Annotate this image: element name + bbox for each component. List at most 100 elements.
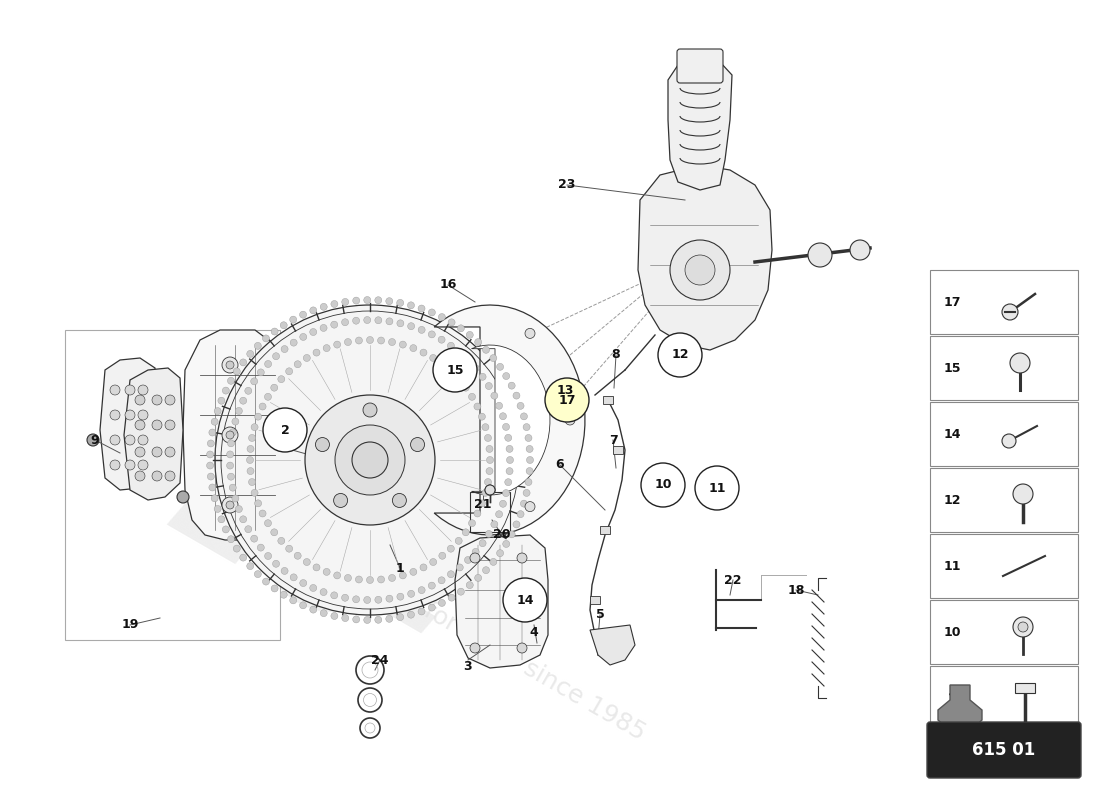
Circle shape: [525, 478, 532, 486]
Circle shape: [480, 374, 486, 380]
Text: 2: 2: [280, 423, 289, 437]
Circle shape: [439, 314, 446, 321]
Circle shape: [399, 341, 406, 348]
Circle shape: [207, 462, 213, 469]
Circle shape: [397, 320, 404, 327]
Circle shape: [299, 602, 307, 609]
Circle shape: [214, 407, 221, 414]
Circle shape: [208, 473, 214, 480]
Circle shape: [226, 431, 234, 439]
Circle shape: [177, 491, 189, 503]
Circle shape: [251, 378, 257, 385]
Circle shape: [455, 376, 462, 382]
Bar: [603, 396, 613, 404]
Circle shape: [271, 529, 277, 536]
Circle shape: [513, 521, 520, 528]
Circle shape: [433, 348, 477, 392]
Circle shape: [375, 297, 382, 304]
Circle shape: [478, 413, 485, 420]
Circle shape: [245, 526, 252, 533]
Circle shape: [491, 521, 498, 528]
Circle shape: [289, 316, 297, 323]
Circle shape: [135, 447, 145, 457]
Circle shape: [222, 526, 229, 533]
Circle shape: [282, 567, 288, 574]
Circle shape: [377, 576, 385, 583]
Circle shape: [448, 342, 454, 350]
Circle shape: [228, 440, 234, 447]
Text: a passion for parts since 1985: a passion for parts since 1985: [310, 535, 650, 745]
Circle shape: [670, 240, 730, 300]
Circle shape: [314, 564, 320, 571]
Circle shape: [485, 485, 495, 495]
Circle shape: [165, 420, 175, 430]
Circle shape: [482, 424, 488, 430]
Circle shape: [483, 566, 490, 574]
Text: 6: 6: [556, 458, 564, 471]
Circle shape: [125, 460, 135, 470]
Circle shape: [299, 334, 307, 341]
Text: 7: 7: [608, 434, 617, 446]
Circle shape: [222, 387, 229, 394]
Circle shape: [331, 613, 338, 619]
Circle shape: [491, 392, 498, 399]
Circle shape: [227, 462, 233, 469]
Circle shape: [464, 557, 472, 563]
Text: 13: 13: [557, 383, 574, 397]
Circle shape: [271, 384, 277, 391]
Circle shape: [336, 425, 405, 495]
Circle shape: [503, 490, 509, 497]
Circle shape: [138, 460, 148, 470]
Circle shape: [228, 473, 234, 480]
Polygon shape: [124, 368, 183, 500]
Polygon shape: [638, 165, 772, 350]
Polygon shape: [455, 535, 548, 668]
Circle shape: [305, 395, 434, 525]
Circle shape: [407, 302, 415, 309]
Circle shape: [375, 596, 382, 603]
Circle shape: [438, 336, 446, 343]
Circle shape: [265, 553, 272, 559]
Circle shape: [526, 467, 534, 474]
Bar: [65, 330, 280, 640]
Circle shape: [474, 510, 481, 517]
Text: 18: 18: [788, 583, 805, 597]
Circle shape: [388, 338, 396, 346]
Bar: [1015, 683, 1035, 693]
Circle shape: [526, 446, 534, 453]
Circle shape: [125, 435, 135, 445]
Circle shape: [375, 616, 382, 623]
Circle shape: [485, 530, 493, 538]
Circle shape: [428, 604, 436, 611]
Circle shape: [430, 558, 437, 566]
Circle shape: [222, 357, 238, 373]
Circle shape: [366, 577, 374, 583]
Text: 11: 11: [944, 559, 960, 573]
Circle shape: [418, 586, 425, 594]
Circle shape: [525, 502, 535, 512]
Circle shape: [344, 338, 352, 346]
Text: 20: 20: [493, 529, 510, 542]
Circle shape: [310, 329, 317, 335]
Circle shape: [304, 354, 310, 362]
Text: 9: 9: [90, 434, 99, 446]
Bar: [930, 468, 1078, 532]
Circle shape: [214, 506, 221, 513]
Circle shape: [251, 490, 258, 496]
Circle shape: [228, 378, 234, 384]
Circle shape: [310, 606, 317, 613]
Circle shape: [294, 361, 301, 368]
Circle shape: [364, 597, 371, 603]
FancyBboxPatch shape: [676, 49, 723, 83]
Circle shape: [483, 346, 490, 354]
Circle shape: [257, 369, 264, 376]
Bar: [930, 534, 1078, 598]
Circle shape: [342, 614, 349, 622]
Circle shape: [235, 506, 242, 513]
Circle shape: [125, 385, 135, 395]
Text: 10: 10: [944, 626, 960, 638]
Circle shape: [165, 447, 175, 457]
Circle shape: [344, 574, 352, 582]
Circle shape: [233, 545, 240, 552]
Circle shape: [469, 394, 475, 400]
